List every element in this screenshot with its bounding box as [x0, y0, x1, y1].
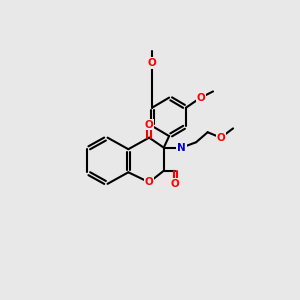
Text: O: O [216, 133, 225, 142]
Text: O: O [196, 93, 205, 103]
Text: O: O [145, 177, 154, 187]
Text: N: N [177, 143, 186, 153]
Text: O: O [148, 58, 157, 68]
Text: O: O [145, 119, 154, 130]
Text: O: O [171, 179, 180, 189]
